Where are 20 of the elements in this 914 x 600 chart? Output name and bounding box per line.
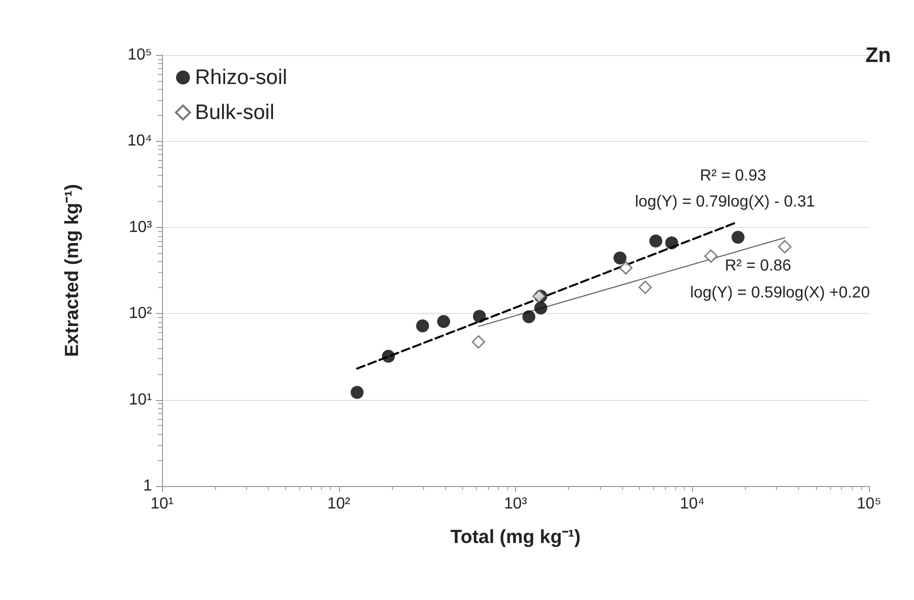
- x-tick-label: 10¹: [150, 496, 174, 512]
- y-tick-label: 10¹: [128, 391, 152, 408]
- annotation: R² = 0.86: [724, 258, 792, 274]
- x-axis-title: Total (mg kg⁻¹): [450, 527, 581, 548]
- y-tick-label: 10⁵: [128, 46, 152, 64]
- annotation: log(Y) = 0.79log(X) - 0.31: [634, 194, 816, 210]
- y-tick-label: 10²: [128, 305, 153, 322]
- chart-title: Zn: [865, 44, 891, 67]
- y-axis-title: Extracted (mg kg⁻¹): [62, 184, 83, 357]
- legend-label: Bulk-soil: [195, 101, 274, 124]
- x-tick-label: 10⁴: [680, 496, 705, 512]
- legend-label: Rhizo-soil: [195, 66, 288, 89]
- annotation: R² = 0.93: [700, 168, 766, 184]
- annotation: log(Y) = 0.59log(X) +0.20: [690, 284, 870, 302]
- y-tick-label: 10⁴: [127, 132, 152, 150]
- x-tick-label: 10⁵: [856, 496, 882, 512]
- y-tick-label: 10³: [128, 218, 153, 236]
- x-tick-label: 10²: [327, 496, 351, 512]
- y-tick-label: 1: [143, 478, 152, 494]
- x-tick-label: 10³: [504, 496, 528, 512]
